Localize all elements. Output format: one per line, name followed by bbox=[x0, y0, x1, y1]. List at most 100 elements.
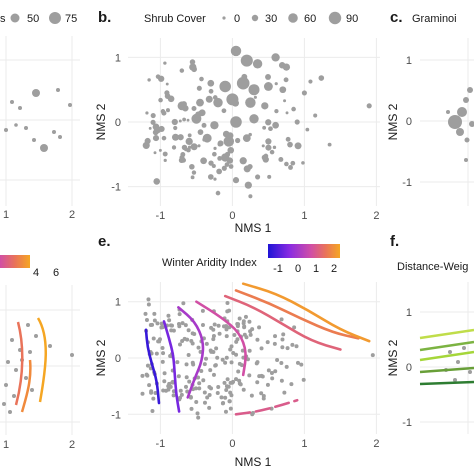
contour-line bbox=[234, 289, 360, 340]
data-point bbox=[214, 346, 219, 351]
data-point bbox=[241, 387, 246, 392]
data-point bbox=[247, 319, 252, 324]
x-tick-label: 1 bbox=[301, 438, 307, 450]
data-point bbox=[254, 361, 259, 366]
data-point bbox=[144, 372, 149, 377]
data-point bbox=[213, 97, 223, 108]
data-point bbox=[225, 301, 230, 306]
data-point bbox=[24, 376, 28, 380]
data-point bbox=[217, 142, 222, 147]
data-point bbox=[161, 135, 167, 141]
data-point bbox=[294, 119, 300, 125]
panel-b-points bbox=[142, 45, 372, 199]
data-point bbox=[4, 383, 8, 387]
data-point bbox=[176, 374, 181, 379]
data-point bbox=[160, 325, 165, 330]
data-point bbox=[216, 384, 221, 389]
data-point bbox=[209, 349, 214, 354]
data-point bbox=[186, 328, 191, 333]
data-point bbox=[468, 370, 472, 374]
data-point bbox=[211, 163, 216, 169]
data-point bbox=[216, 168, 222, 175]
data-point bbox=[208, 160, 214, 166]
data-point bbox=[200, 157, 207, 165]
data-point bbox=[179, 68, 185, 73]
contour-line bbox=[195, 300, 247, 377]
y-tick-label: 0 bbox=[115, 117, 121, 129]
panel-d-plot-area bbox=[0, 285, 80, 435]
data-point bbox=[196, 85, 202, 91]
data-point bbox=[180, 321, 185, 326]
panel-b-y-ticks: 1 0 -1 bbox=[111, 52, 121, 193]
data-point bbox=[191, 170, 197, 175]
data-point bbox=[226, 157, 234, 164]
legend-size-dot bbox=[328, 11, 342, 25]
panel-f-legend-title: Distance-Weig bbox=[397, 261, 468, 273]
data-point bbox=[290, 160, 296, 166]
data-point bbox=[171, 328, 176, 333]
data-point bbox=[177, 134, 184, 141]
data-point bbox=[228, 390, 233, 395]
data-point bbox=[265, 340, 270, 345]
data-point bbox=[272, 341, 277, 346]
data-point bbox=[247, 373, 252, 378]
data-point bbox=[464, 137, 470, 143]
data-point bbox=[161, 110, 167, 116]
panel-d-contour bbox=[14, 321, 24, 406]
panel-b-size-legend: 0 30 60 90 bbox=[222, 11, 358, 25]
data-point bbox=[178, 157, 185, 164]
data-point bbox=[270, 376, 275, 381]
data-point bbox=[68, 103, 72, 107]
panel-f-label: f. bbox=[390, 233, 399, 250]
data-point bbox=[283, 99, 287, 103]
data-point bbox=[207, 405, 212, 410]
panel-f-grid bbox=[420, 282, 474, 434]
data-point bbox=[180, 338, 185, 343]
data-point bbox=[230, 116, 242, 128]
data-point bbox=[144, 318, 149, 323]
data-point bbox=[221, 165, 227, 171]
data-point bbox=[232, 332, 237, 337]
x-tick-label: 1 bbox=[301, 210, 307, 222]
data-point bbox=[318, 75, 325, 81]
panel-a-grid bbox=[0, 36, 80, 206]
data-point bbox=[248, 194, 253, 199]
data-point bbox=[278, 61, 286, 69]
panel-c-legend-title: Graminoi bbox=[412, 13, 457, 25]
data-point bbox=[194, 400, 199, 405]
data-point bbox=[253, 116, 258, 122]
data-point bbox=[209, 386, 214, 391]
data-point bbox=[28, 350, 32, 354]
data-point bbox=[224, 384, 229, 389]
data-point bbox=[176, 322, 181, 327]
data-point bbox=[448, 115, 462, 129]
data-point bbox=[366, 103, 372, 109]
data-point bbox=[205, 395, 210, 400]
data-point bbox=[292, 325, 297, 330]
data-point bbox=[327, 142, 332, 147]
panel-b-x-axis-label: NMS 1 bbox=[235, 221, 272, 235]
data-point bbox=[145, 363, 150, 368]
data-point bbox=[232, 177, 240, 184]
data-point bbox=[170, 380, 175, 385]
data-point bbox=[197, 381, 202, 386]
data-point bbox=[263, 82, 273, 91]
data-point bbox=[275, 357, 280, 362]
data-point bbox=[262, 125, 267, 130]
data-point bbox=[213, 363, 218, 368]
colorbar-label: 1 bbox=[313, 263, 319, 275]
data-point bbox=[446, 110, 450, 114]
contour-line bbox=[177, 306, 205, 399]
contour-line bbox=[234, 398, 299, 416]
data-point bbox=[212, 151, 217, 157]
panel-d: 4 6 1 2 bbox=[0, 255, 80, 451]
data-point bbox=[283, 77, 289, 83]
data-point bbox=[212, 95, 218, 100]
data-point bbox=[213, 146, 217, 151]
data-point bbox=[228, 164, 234, 169]
legend-size-label: 50 bbox=[27, 13, 39, 25]
panel-e-y-ticks: 1 0 -1 bbox=[111, 297, 121, 422]
data-point bbox=[313, 113, 318, 118]
data-point bbox=[268, 126, 273, 132]
data-point bbox=[456, 128, 464, 136]
